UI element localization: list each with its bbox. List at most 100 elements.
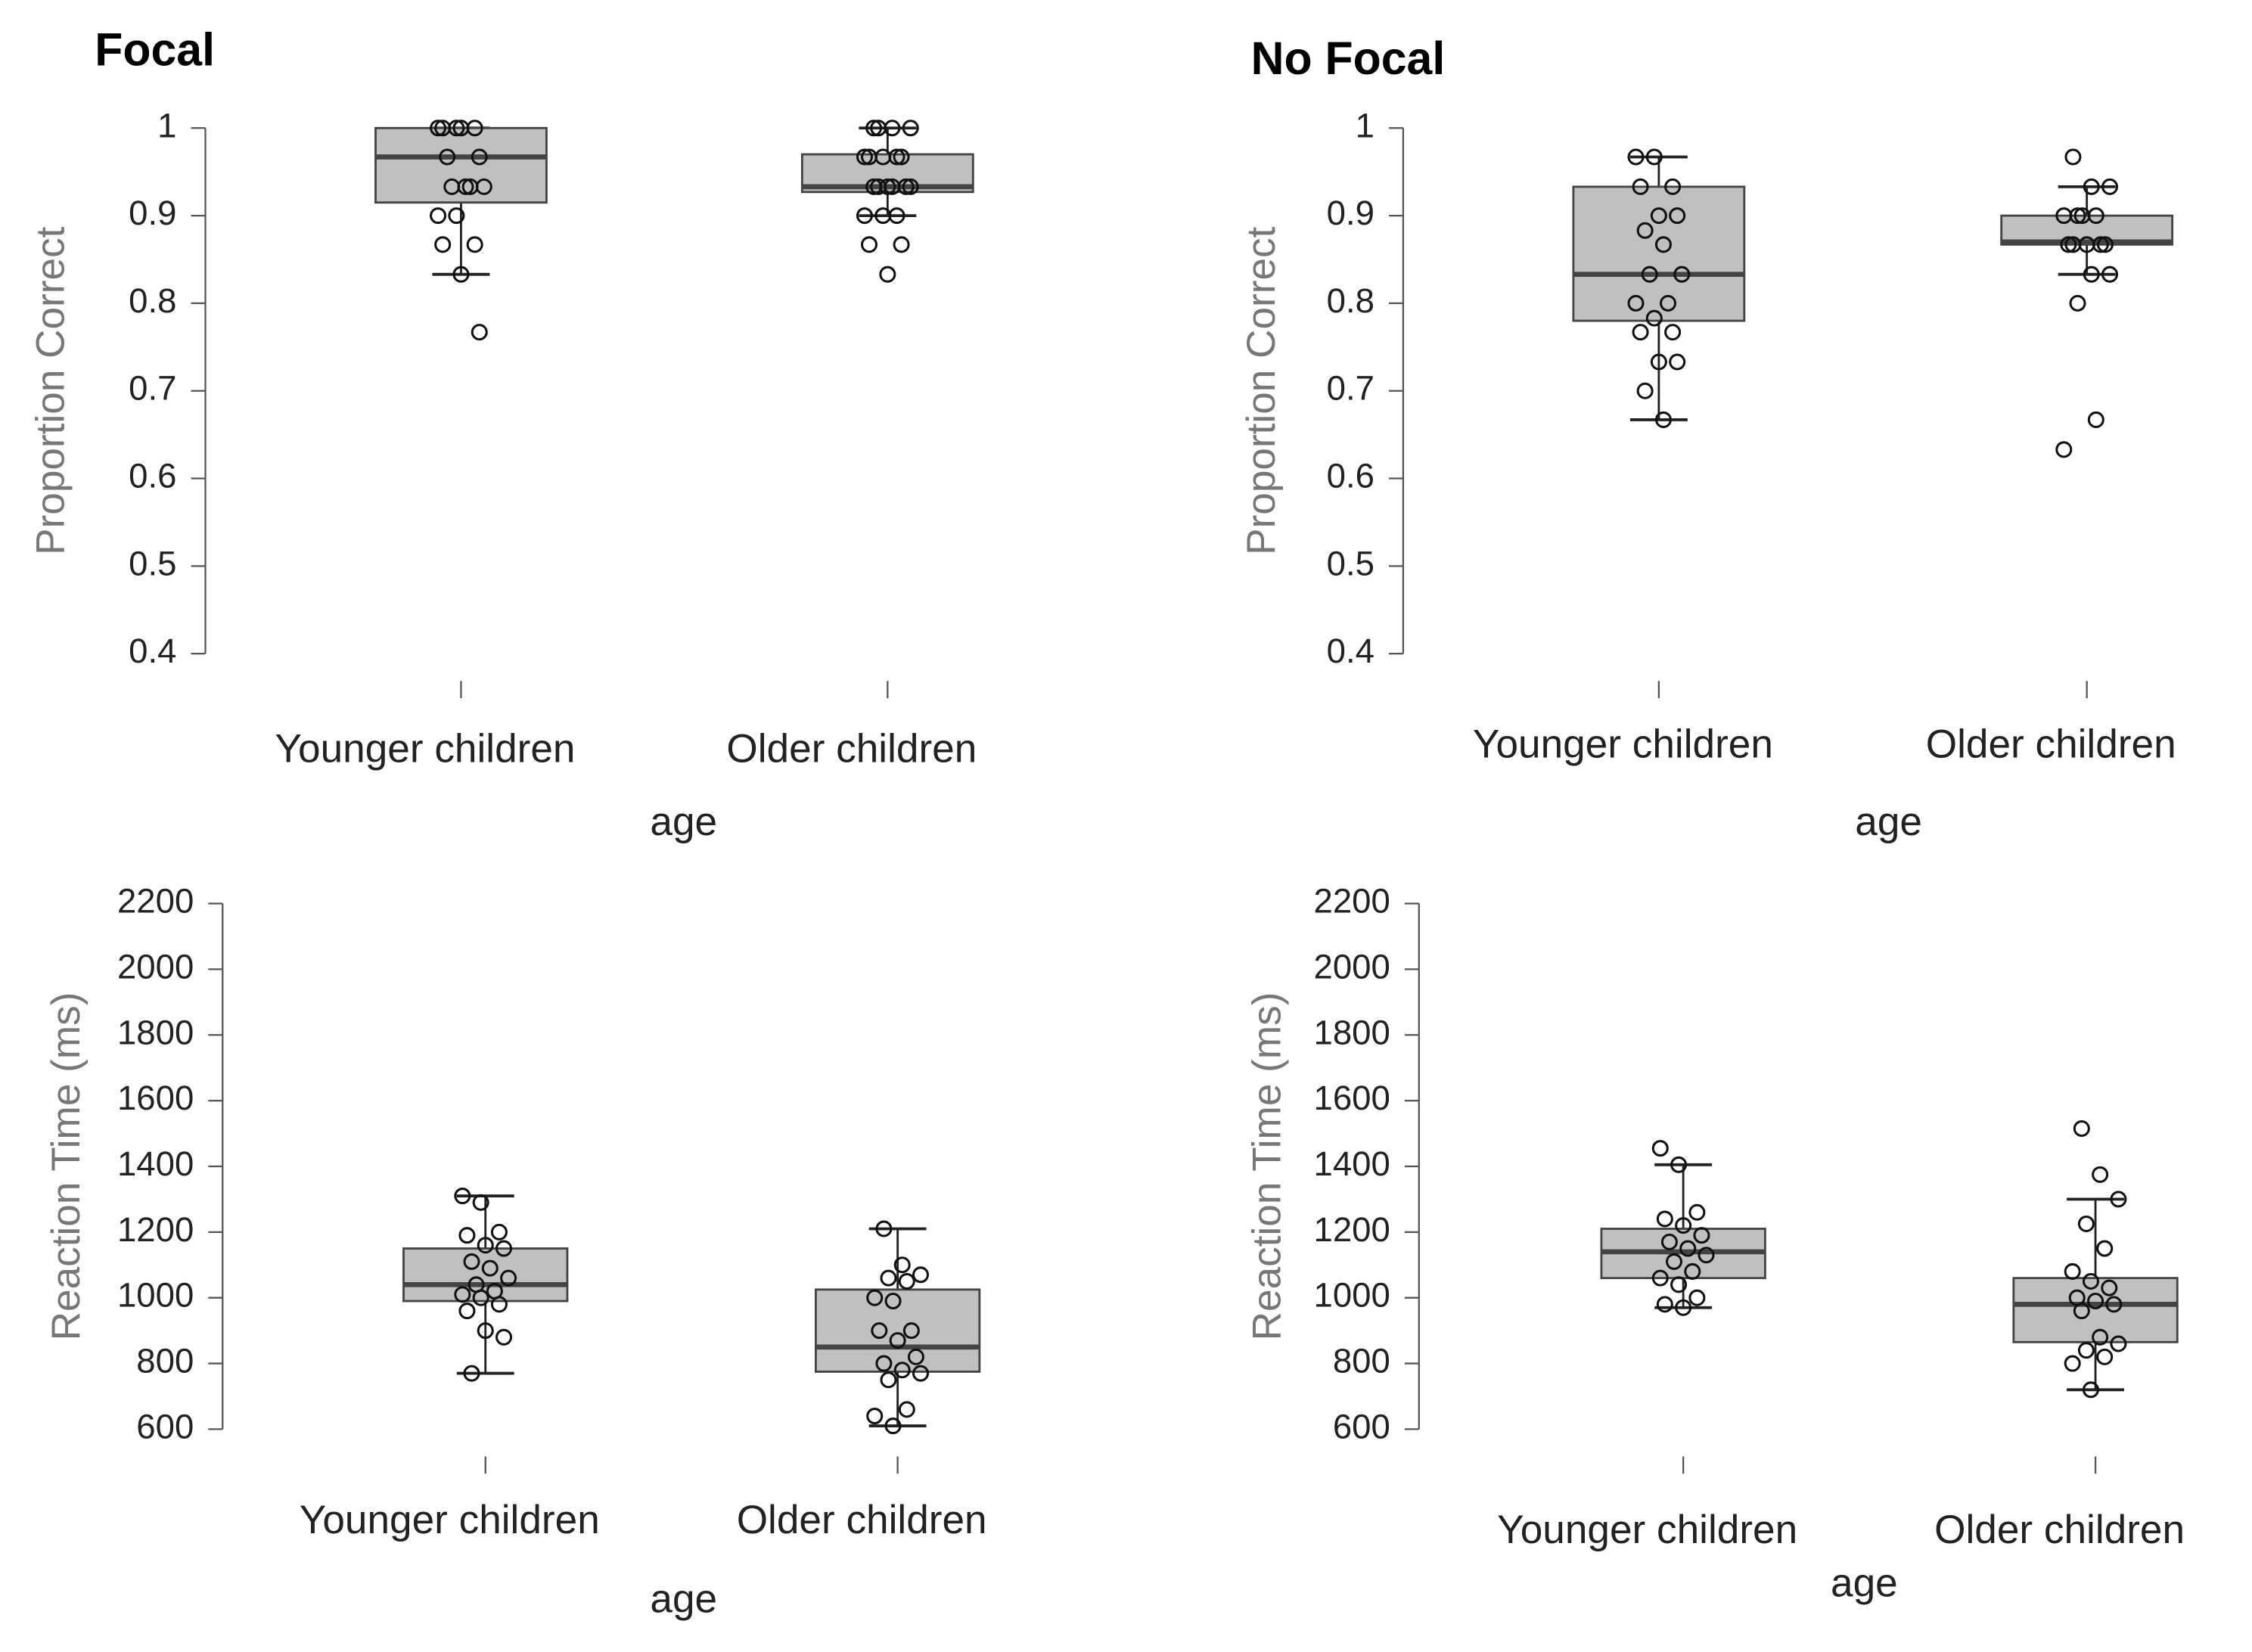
data-point <box>1636 382 1654 399</box>
data-point <box>880 1269 897 1287</box>
data-point <box>902 178 919 195</box>
y-tick-label: 800 <box>1333 1342 1390 1380</box>
data-point <box>477 1322 494 1340</box>
data-point <box>472 1289 489 1306</box>
data-point <box>1656 1210 1673 1228</box>
data-point <box>2082 1272 2099 1290</box>
data-point <box>2073 207 2091 225</box>
data-point <box>861 148 878 166</box>
x-axis-label: age <box>650 1576 717 1621</box>
y-tick-label: 0.4 <box>1327 632 1374 670</box>
y-axis-label: Reaction Time (ms) <box>1244 992 1289 1341</box>
data-point <box>1627 294 1645 312</box>
y-axis-label: Proportion Correct <box>1239 226 1284 555</box>
data-point <box>448 207 465 225</box>
data-point <box>495 1240 513 1257</box>
data-point <box>893 1256 911 1274</box>
y-axis-label: Reaction Time (ms) <box>44 992 89 1341</box>
data-point <box>1627 148 1645 166</box>
data-point <box>880 1371 897 1389</box>
box <box>374 126 548 204</box>
x-tick-label: Younger children <box>300 1498 600 1542</box>
data-point <box>1660 294 1677 312</box>
y-tick-label: 1 <box>1356 106 1374 144</box>
x-tick-label: Older children <box>737 1498 987 1542</box>
data-point <box>1651 1269 1669 1287</box>
data-point <box>884 1418 902 1435</box>
data-point <box>2060 236 2077 253</box>
data-point <box>458 1303 476 1320</box>
x-tick-label: Younger children <box>275 726 575 771</box>
data-point <box>458 1227 476 1244</box>
data-point <box>856 207 873 225</box>
data-point <box>893 148 910 166</box>
data-point <box>2087 411 2104 428</box>
y-tick-label: 1400 <box>1314 1144 1390 1183</box>
data-point <box>902 1322 920 1340</box>
data-point <box>907 1348 924 1365</box>
data-point <box>2082 1381 2099 1399</box>
data-point <box>1669 207 1686 225</box>
data-point <box>452 120 470 137</box>
data-point <box>454 1286 471 1303</box>
y-tick-label: 2200 <box>1314 882 1390 921</box>
data-point <box>477 1237 494 1254</box>
data-point <box>452 266 470 283</box>
data-point <box>490 1296 508 1313</box>
data-point <box>2073 1120 2090 1138</box>
data-point <box>874 207 892 225</box>
y-tick-label: 2000 <box>1314 947 1390 986</box>
data-point <box>1654 236 1672 253</box>
data-point <box>1650 353 1667 371</box>
data-point <box>2110 1335 2127 1352</box>
data-point <box>1675 1217 1692 1234</box>
data-point <box>2110 1191 2127 1208</box>
data-point <box>1664 324 1682 341</box>
data-point <box>866 1408 884 1425</box>
data-point <box>2055 207 2073 225</box>
data-point <box>871 1322 888 1340</box>
data-point <box>2083 178 2100 195</box>
data-point <box>2087 1293 2104 1310</box>
y-tick-label: 2000 <box>117 947 194 986</box>
box <box>1572 185 1746 322</box>
data-point <box>1636 222 1654 239</box>
data-point <box>2105 1296 2123 1313</box>
data-point <box>472 1194 489 1211</box>
data-point <box>2083 266 2100 283</box>
y-tick-label: 2200 <box>117 882 194 921</box>
y-tick-label: 0.9 <box>1327 194 1374 232</box>
data-point <box>490 1223 508 1241</box>
data-point <box>463 1365 480 1382</box>
data-point <box>1641 266 1658 283</box>
y-tick-label: 0.9 <box>129 194 176 232</box>
data-point <box>2077 1342 2095 1359</box>
data-point <box>870 120 887 137</box>
data-point <box>884 1293 902 1310</box>
data-point <box>870 178 887 195</box>
data-point <box>2101 178 2119 195</box>
data-point <box>893 236 910 253</box>
box <box>814 1288 981 1373</box>
data-point <box>466 236 483 253</box>
data-point <box>481 1259 499 1277</box>
y-tick-label: 600 <box>1333 1407 1390 1446</box>
data-point <box>1645 148 1663 166</box>
y-tick-label: 1000 <box>1314 1276 1390 1315</box>
y-tick-label: 0.7 <box>1327 369 1374 408</box>
y-tick-label: 0.8 <box>129 281 176 320</box>
data-point <box>434 120 452 137</box>
data-point <box>2077 1215 2095 1232</box>
data-point <box>1645 309 1663 327</box>
y-tick-label: 0.6 <box>1327 457 1374 495</box>
data-point <box>912 1266 930 1284</box>
data-point <box>1693 1227 1710 1244</box>
data-point <box>1656 1296 1673 1313</box>
x-tick-label: Older children <box>1934 1508 2185 1552</box>
data-point <box>2064 148 2082 166</box>
data-point <box>898 1401 915 1418</box>
y-tick-label: 1800 <box>117 1013 194 1051</box>
data-point <box>454 1188 471 1205</box>
x-tick-label: Older children <box>726 726 977 771</box>
